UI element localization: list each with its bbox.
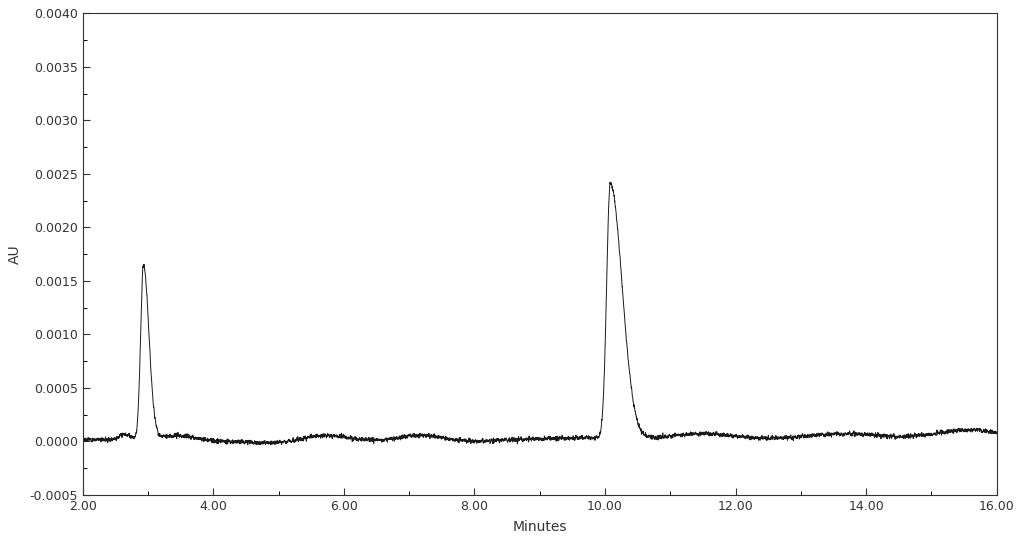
X-axis label: Minutes: Minutes xyxy=(513,520,567,534)
Y-axis label: AU: AU xyxy=(8,244,23,264)
